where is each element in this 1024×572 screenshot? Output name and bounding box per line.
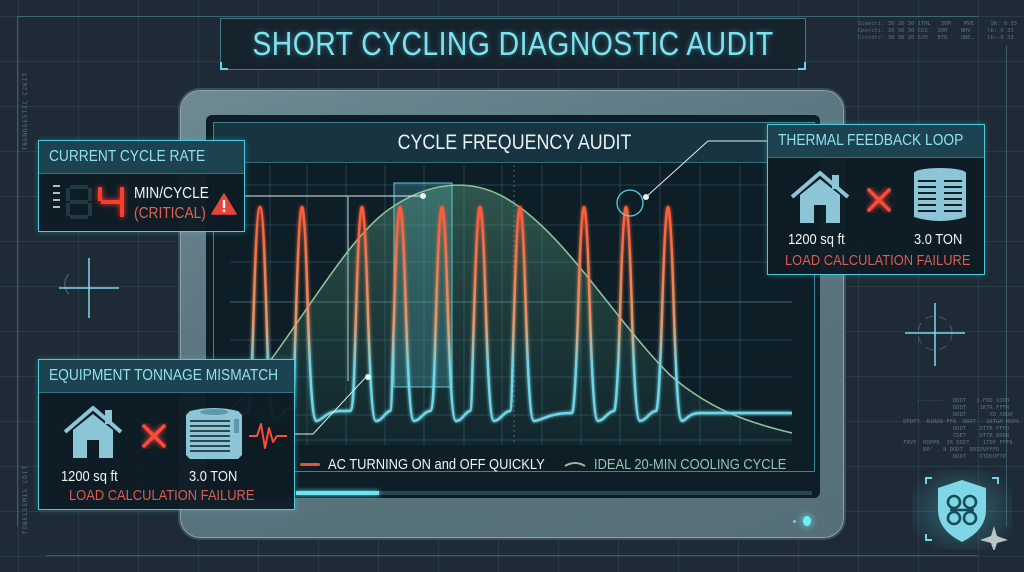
ac-unit-icon [186, 408, 242, 459]
current-cycle-rate-panel: CURRENT CYCLE RATE MIN/CYCLE (CRITICAL) [38, 140, 245, 232]
pulse-icon [249, 423, 287, 449]
home-size-value: 1200 sq ft [788, 231, 845, 248]
corner-bracket [220, 62, 228, 70]
shield-logo-icon [912, 470, 1012, 550]
seven-segment-display [66, 185, 124, 219]
hud-frame [17, 16, 1007, 556]
short-cycle-line [230, 205, 792, 423]
panel-title: THERMAL FEEDBACK LOOP [778, 132, 964, 149]
panel-header: EQUIPMENT TONNAGE MISMATCH [39, 360, 294, 393]
chart-title-bar: CYCLE FREQUENCY AUDIT [214, 123, 814, 163]
page-title-box: SHORT CYCLING DIAGNOSTIC AUDIT [220, 18, 806, 70]
progress-bar[interactable] [296, 491, 812, 495]
home-icon [63, 406, 123, 458]
corner-bracket [798, 62, 806, 70]
panel-header: THERMAL FEEDBACK LOOP [768, 125, 984, 158]
x-mark-icon [142, 424, 166, 448]
progress-fill [296, 491, 379, 495]
crosshair-icon [905, 303, 965, 366]
chart-legend: AC TURNING ON and OFF QUICKLY IDEAL 20-M… [300, 450, 818, 478]
failure-label: LOAD CALCULATION FAILURE [785, 252, 971, 269]
cycle-rate-unit: MIN/CYCLE [134, 185, 209, 202]
top-right-microdata: Scmecti: 30 20 30 1TML 30M MVE IR: 0 33 … [858, 21, 1017, 41]
sparkle-icon [980, 526, 1008, 550]
legend-label: IDEAL 20-MIN COOLING CYCLE [594, 455, 787, 473]
cycle-rate-status: (CRITICAL) [134, 205, 206, 222]
equipment-tonnage-mismatch-panel: EQUIPMENT TONNAGE MISMATCH 1200 sq ft 3.… [38, 359, 295, 510]
cycle-frequency-chart [230, 165, 792, 445]
panel-title: EQUIPMENT TONNAGE MISMATCH [49, 367, 279, 384]
chart-title: CYCLE FREQUENCY AUDIT [397, 130, 631, 154]
ac-capacity-value: 3.0 TON [914, 231, 963, 248]
ac-unit-icon [914, 168, 966, 221]
legend-swatch-red [300, 462, 320, 466]
home-icon [790, 171, 850, 223]
legend-label: AC TURNING ON and OFF QUICKLY [328, 455, 545, 473]
home-size-value: 1200 sq ft [61, 468, 118, 485]
status-led-small [793, 520, 796, 523]
x-mark-icon [867, 188, 891, 212]
legend-item-ideal-cycle: IDEAL 20-MIN COOLING CYCLE [564, 456, 818, 473]
legend-swatch-green [564, 462, 586, 467]
page-title: SHORT CYCLING DIAGNOSTIC AUDIT [252, 25, 774, 62]
panel-title: CURRENT CYCLE RATE [49, 148, 206, 165]
ac-capacity-value: 3.0 TON [189, 468, 238, 485]
warning-triangle-icon [211, 193, 237, 215]
panel-header: CURRENT CYCLE RATE [39, 141, 244, 174]
failure-label: LOAD CALCULATION FAILURE [69, 487, 255, 504]
crosshair-icon [59, 258, 119, 318]
callout-circle [616, 189, 644, 217]
legend-item-short-cycle: AC TURNING ON and OFF QUICKLY [300, 456, 580, 473]
level-ticks [53, 185, 61, 213]
right-microdata: -------- DDDT 1-FRD 1DDD DDDT 1KTR FFFR … [903, 398, 1020, 460]
chart-frame [213, 122, 815, 472]
thermal-feedback-loop-panel: THERMAL FEEDBACK LOOP 1200 sq ft 3.0 TON… [767, 124, 985, 275]
ideal-cycle-line [230, 184, 792, 434]
status-led [803, 516, 811, 526]
